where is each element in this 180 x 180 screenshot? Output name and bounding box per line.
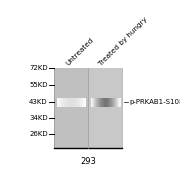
Text: 55KD: 55KD (29, 82, 48, 88)
Text: 72KD: 72KD (29, 65, 48, 71)
Text: Treated by hungry: Treated by hungry (97, 16, 148, 67)
Bar (54, 68, 88, 148)
Text: Untreated: Untreated (65, 37, 95, 67)
Bar (88, 68, 122, 148)
Text: 293: 293 (80, 158, 96, 166)
Text: 43KD: 43KD (29, 99, 48, 105)
Text: 26KD: 26KD (29, 131, 48, 137)
Text: p-PRKAB1-S108: p-PRKAB1-S108 (130, 99, 180, 105)
Text: 34KD: 34KD (29, 115, 48, 121)
